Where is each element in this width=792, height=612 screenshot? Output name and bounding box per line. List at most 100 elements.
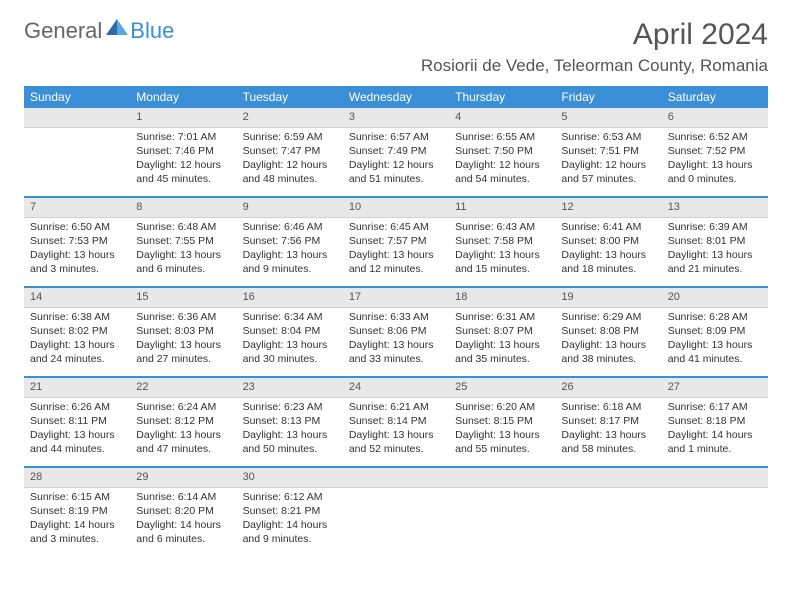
day-number: 29 [130,468,236,488]
sunrise-text: Sunrise: 6:14 AM [136,490,230,504]
day-number: 15 [130,288,236,308]
day-number: 28 [24,468,130,488]
logo-triangle-icon [106,15,128,41]
sunrise-text: Sunrise: 6:41 AM [561,220,655,234]
daylight-text: Daylight: 13 hours and 6 minutes. [136,248,230,276]
sunrise-text: Sunrise: 6:39 AM [668,220,762,234]
daylight-text: Daylight: 13 hours and 0 minutes. [668,158,762,186]
sunrise-text: Sunrise: 6:33 AM [349,310,443,324]
day-number [343,468,449,488]
calendar-day-cell: 5Sunrise: 6:53 AMSunset: 7:51 PMDaylight… [555,108,661,196]
day-number: 27 [662,378,768,398]
day-header: Monday [130,86,236,108]
day-content: Sunrise: 6:39 AMSunset: 8:01 PMDaylight:… [662,218,768,281]
month-year-title: April 2024 [421,18,768,52]
day-number: 23 [237,378,343,398]
day-header: Friday [555,86,661,108]
sunset-text: Sunset: 8:14 PM [349,414,443,428]
daylight-text: Daylight: 14 hours and 9 minutes. [243,518,337,546]
day-content: Sunrise: 6:29 AMSunset: 8:08 PMDaylight:… [555,308,661,371]
day-content: Sunrise: 6:41 AMSunset: 8:00 PMDaylight:… [555,218,661,281]
calendar-day-cell: 27Sunrise: 6:17 AMSunset: 8:18 PMDayligh… [662,378,768,466]
sunrise-text: Sunrise: 6:38 AM [30,310,124,324]
calendar-day-cell: 7Sunrise: 6:50 AMSunset: 7:53 PMDaylight… [24,198,130,286]
daylight-text: Daylight: 13 hours and 50 minutes. [243,428,337,456]
calendar-week-row: 7Sunrise: 6:50 AMSunset: 7:53 PMDaylight… [24,198,768,286]
day-number: 11 [449,198,555,218]
daylight-text: Daylight: 13 hours and 55 minutes. [455,428,549,456]
day-number: 24 [343,378,449,398]
day-number: 7 [24,198,130,218]
sunrise-text: Sunrise: 6:36 AM [136,310,230,324]
daylight-text: Daylight: 13 hours and 38 minutes. [561,338,655,366]
sunrise-text: Sunrise: 6:18 AM [561,400,655,414]
calendar-day-cell: 2Sunrise: 6:59 AMSunset: 7:47 PMDaylight… [237,108,343,196]
day-number [449,468,555,488]
day-number: 12 [555,198,661,218]
sunrise-text: Sunrise: 6:12 AM [243,490,337,504]
sunrise-text: Sunrise: 6:20 AM [455,400,549,414]
sunrise-text: Sunrise: 6:34 AM [243,310,337,324]
sunset-text: Sunset: 8:18 PM [668,414,762,428]
day-content: Sunrise: 6:36 AMSunset: 8:03 PMDaylight:… [130,308,236,371]
day-number: 22 [130,378,236,398]
day-number [555,468,661,488]
day-content: Sunrise: 6:43 AMSunset: 7:58 PMDaylight:… [449,218,555,281]
calendar-day-cell [555,468,661,556]
calendar-day-cell: 30Sunrise: 6:12 AMSunset: 8:21 PMDayligh… [237,468,343,556]
day-content: Sunrise: 6:20 AMSunset: 8:15 PMDaylight:… [449,398,555,461]
daylight-text: Daylight: 13 hours and 33 minutes. [349,338,443,366]
day-content: Sunrise: 6:17 AMSunset: 8:18 PMDaylight:… [662,398,768,461]
daylight-text: Daylight: 13 hours and 18 minutes. [561,248,655,276]
sunrise-text: Sunrise: 6:52 AM [668,130,762,144]
calendar-day-cell: 8Sunrise: 6:48 AMSunset: 7:55 PMDaylight… [130,198,236,286]
day-number: 6 [662,108,768,128]
logo-text-general: General [24,18,102,44]
sunset-text: Sunset: 7:50 PM [455,144,549,158]
daylight-text: Daylight: 13 hours and 47 minutes. [136,428,230,456]
calendar-day-cell: 16Sunrise: 6:34 AMSunset: 8:04 PMDayligh… [237,288,343,376]
day-number: 16 [237,288,343,308]
daylight-text: Daylight: 13 hours and 58 minutes. [561,428,655,456]
calendar-day-cell [449,468,555,556]
daylight-text: Daylight: 13 hours and 9 minutes. [243,248,337,276]
calendar-day-cell: 10Sunrise: 6:45 AMSunset: 7:57 PMDayligh… [343,198,449,286]
day-content: Sunrise: 6:46 AMSunset: 7:56 PMDaylight:… [237,218,343,281]
calendar-week-row: 1Sunrise: 7:01 AMSunset: 7:46 PMDaylight… [24,108,768,196]
day-content: Sunrise: 6:14 AMSunset: 8:20 PMDaylight:… [130,488,236,551]
sunrise-text: Sunrise: 6:45 AM [349,220,443,234]
sunset-text: Sunset: 8:19 PM [30,504,124,518]
daylight-text: Daylight: 14 hours and 3 minutes. [30,518,124,546]
calendar-day-cell: 11Sunrise: 6:43 AMSunset: 7:58 PMDayligh… [449,198,555,286]
calendar-day-cell [24,108,130,196]
day-content: Sunrise: 6:18 AMSunset: 8:17 PMDaylight:… [555,398,661,461]
calendar-week-row: 14Sunrise: 6:38 AMSunset: 8:02 PMDayligh… [24,288,768,376]
day-number: 8 [130,198,236,218]
calendar-day-cell [343,468,449,556]
sunrise-text: Sunrise: 6:31 AM [455,310,549,324]
sunset-text: Sunset: 7:57 PM [349,234,443,248]
calendar-day-cell: 28Sunrise: 6:15 AMSunset: 8:19 PMDayligh… [24,468,130,556]
sunrise-text: Sunrise: 6:46 AM [243,220,337,234]
sunrise-text: Sunrise: 7:01 AM [136,130,230,144]
calendar-day-cell: 25Sunrise: 6:20 AMSunset: 8:15 PMDayligh… [449,378,555,466]
sunrise-text: Sunrise: 6:24 AM [136,400,230,414]
sunset-text: Sunset: 8:20 PM [136,504,230,518]
calendar-day-cell: 15Sunrise: 6:36 AMSunset: 8:03 PMDayligh… [130,288,236,376]
sunset-text: Sunset: 8:07 PM [455,324,549,338]
calendar-day-cell: 29Sunrise: 6:14 AMSunset: 8:20 PMDayligh… [130,468,236,556]
location-subtitle: Rosiorii de Vede, Teleorman County, Roma… [421,56,768,76]
day-number: 30 [237,468,343,488]
day-number: 3 [343,108,449,128]
day-number [662,468,768,488]
sunrise-text: Sunrise: 6:21 AM [349,400,443,414]
sunrise-text: Sunrise: 6:23 AM [243,400,337,414]
day-content: Sunrise: 6:53 AMSunset: 7:51 PMDaylight:… [555,128,661,191]
sunset-text: Sunset: 8:08 PM [561,324,655,338]
day-number: 2 [237,108,343,128]
day-number: 19 [555,288,661,308]
sunset-text: Sunset: 8:11 PM [30,414,124,428]
logo: General Blue [24,18,174,44]
day-content [449,488,555,494]
sunrise-text: Sunrise: 6:43 AM [455,220,549,234]
